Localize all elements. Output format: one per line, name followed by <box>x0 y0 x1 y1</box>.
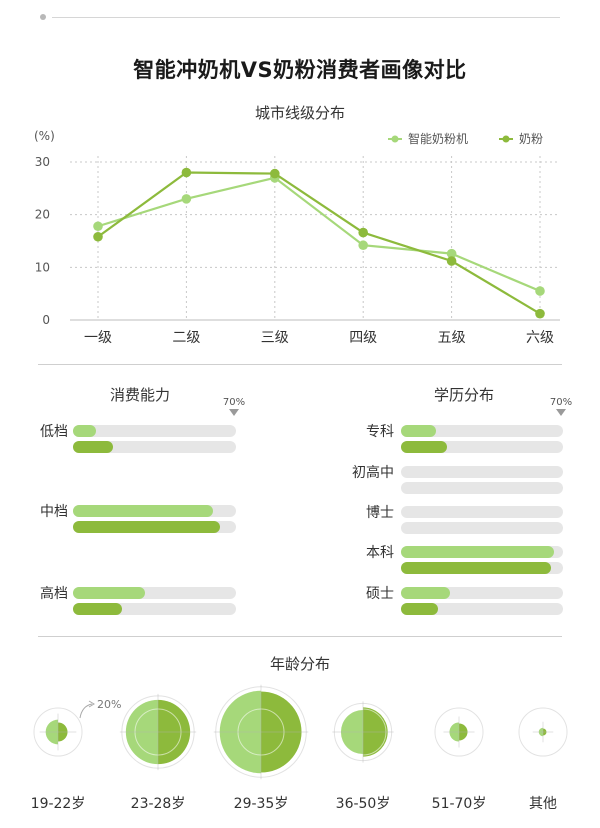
age-category-label: 23-28岁 <box>130 796 186 812</box>
marker-triangle-icon <box>556 409 566 416</box>
bubble-outer-ring <box>33 707 83 757</box>
data-point <box>270 168 280 179</box>
bar-fill <box>401 603 439 615</box>
bar-fill <box>73 521 220 533</box>
bar-track <box>401 587 563 599</box>
data-point <box>446 248 457 259</box>
bar-category-label: 初高中 <box>352 465 394 481</box>
data-point <box>358 227 369 238</box>
age-category-label: 51-70岁 <box>431 796 487 812</box>
bar-track <box>73 441 236 453</box>
annotation-arrowhead-icon <box>88 700 95 708</box>
marker-triangle-icon <box>229 409 239 416</box>
x-tick-label: 一级 <box>84 330 112 346</box>
age-category-label: 19-22岁 <box>30 796 86 812</box>
age-bubble-chart: 20% <box>33 684 568 780</box>
data-point <box>358 240 369 251</box>
data-point <box>181 194 192 204</box>
bar-track <box>401 425 563 437</box>
y-tick-label: 30 <box>35 155 50 169</box>
bar-fill <box>401 441 448 453</box>
bar-fill <box>73 425 97 437</box>
bar-track <box>401 441 563 453</box>
decorative-dot <box>40 14 46 20</box>
bar-fill <box>401 425 436 437</box>
legend-swatch-dot <box>391 135 399 143</box>
legend-label: 智能奶粉机 <box>408 131 468 146</box>
bar-fill <box>401 546 554 558</box>
bar-fill <box>401 587 450 599</box>
bar-track <box>73 425 236 437</box>
data-point <box>446 256 457 266</box>
age-category-label: 其他 <box>529 796 557 812</box>
bar-category-label: 高档 <box>40 586 68 602</box>
education-max-label: 70% <box>549 397 573 408</box>
series-line-2 <box>97 171 541 315</box>
bar-category-label: 硕士 <box>366 586 394 602</box>
data-point <box>181 167 192 178</box>
bar-track <box>401 562 563 574</box>
bar-fill <box>73 441 113 453</box>
bar-track <box>73 505 236 517</box>
bar-track <box>401 482 563 494</box>
bubble-outer-ring <box>434 707 484 757</box>
city-tier-line-chart: 0 10 20 30 一级 二级 三级 四级 五级 六级 (%) 智能奶粉机 奶粉 <box>34 129 560 346</box>
bar-fill <box>401 562 552 574</box>
bubble-reference-ring <box>34 708 82 756</box>
x-tick-label: 二级 <box>172 330 200 346</box>
consumption-max-label: 70% <box>222 397 246 408</box>
age-category-label: 36-50岁 <box>335 796 391 812</box>
bar-fill <box>73 603 122 615</box>
main-title: 智能冲奶机VS奶粉消费者画像对比 <box>133 58 467 82</box>
annotation-label: 20% <box>97 698 121 711</box>
bar-fill <box>73 587 146 599</box>
bar-category-label: 低档 <box>40 424 68 440</box>
consumption-max-marker: 70% <box>214 397 254 416</box>
divider-2 <box>38 636 562 637</box>
x-tick-label: 四级 <box>349 330 377 346</box>
bubble-outer-ring <box>518 707 568 757</box>
bubble-half-series-1 <box>125 699 158 765</box>
education-max-marker: 70% <box>541 397 581 416</box>
bubble-reference-ring <box>519 708 567 756</box>
bar-category-label: 中档 <box>40 504 68 520</box>
data-point <box>93 221 103 232</box>
bubble-half-series-2 <box>158 699 191 765</box>
legend-swatch-dot <box>502 135 510 143</box>
bar-track <box>73 521 236 533</box>
bar-category-label: 博士 <box>366 505 394 521</box>
y-axis-label: (%) <box>34 129 55 143</box>
legend-label: 奶粉 <box>519 132 543 146</box>
data-point <box>535 308 545 319</box>
x-tick-label: 六级 <box>526 330 554 346</box>
y-tick-label: 20 <box>35 208 50 222</box>
bar-fill <box>73 505 213 517</box>
age-category-label: 29-35岁 <box>233 796 289 812</box>
bar-track <box>401 506 563 518</box>
annotation-arrow <box>79 703 93 719</box>
data-point <box>93 231 103 242</box>
bubble-reference-ring <box>435 708 483 756</box>
series-line-1 <box>97 176 541 293</box>
top-rule <box>52 17 560 18</box>
bar-category-label: 本科 <box>366 545 394 561</box>
y-tick-label: 10 <box>35 260 50 274</box>
x-tick-label: 三级 <box>261 330 289 346</box>
consumption-title: 消费能力 <box>109 386 170 404</box>
data-point <box>535 286 545 296</box>
bar-track <box>73 603 236 615</box>
age-title: 年龄分布 <box>269 655 330 673</box>
bar-track <box>401 522 563 534</box>
x-tick-label: 五级 <box>438 330 466 346</box>
bar-track <box>73 587 236 599</box>
bar-track <box>401 466 563 478</box>
bar-track <box>401 603 563 615</box>
bar-track <box>401 546 563 558</box>
bar-category-label: 专科 <box>366 424 394 440</box>
education-title: 学历分布 <box>433 386 494 404</box>
city-tier-title: 城市线级分布 <box>254 104 345 122</box>
y-tick-label: 0 <box>42 313 50 327</box>
divider-1 <box>38 364 562 365</box>
